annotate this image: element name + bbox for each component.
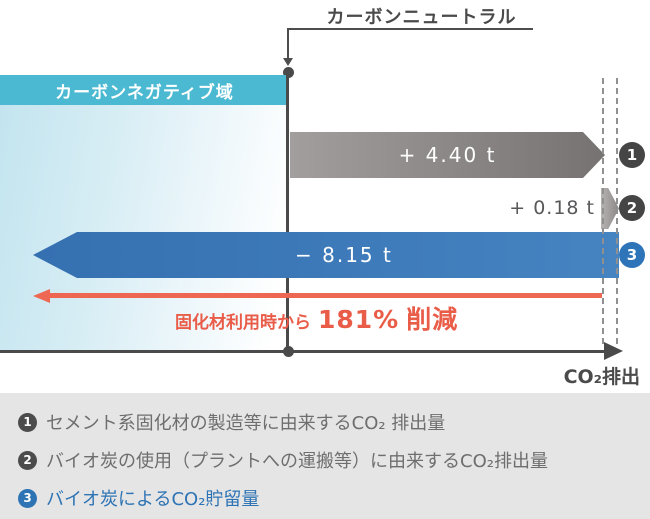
bar-cement-emission-value: + 4.40 t [398, 143, 497, 167]
bar-cement-emission: + 4.40 t [290, 132, 605, 178]
legend-badge-1: 1 [18, 412, 37, 432]
dashed-guide-line-2 [616, 78, 618, 344]
bar-biochar-use-value: + 0.18 t [509, 197, 595, 219]
carbon-negative-header: カーボンネガティブ域 [0, 75, 289, 105]
carbon-negative-label: カーボンネガティブ域 [55, 82, 234, 103]
legend-text-2: バイオ炭の使用（プラントへの運搬等）に由来するCO₂排出量 [46, 451, 548, 472]
carbon-neutral-axis-line [286, 72, 289, 352]
bar-biochar-sequestration: − 8.15 t [33, 232, 619, 278]
x-axis-line [0, 350, 608, 353]
reduction-note: 固化材利用時から 181% 削減 [175, 300, 458, 336]
neutral-line-bottom-dot [283, 346, 294, 357]
bar-biochar-sequestration-value: − 8.15 t [295, 243, 393, 267]
legend-item-3: 3 バイオ炭によるCO₂貯留量 [18, 479, 650, 517]
title-bracket-drop [287, 28, 289, 59]
title-bracket-arrowhead-icon [283, 58, 293, 66]
legend-badge-3: 3 [18, 488, 37, 508]
x-axis-label: CO₂排出 [563, 366, 640, 388]
carbon-negative-region [0, 75, 289, 352]
legend-text-1: セメント系固化材の製造等に由来するCO₂ 排出量 [46, 413, 446, 434]
dashed-guide-line-1 [602, 78, 604, 344]
badge-3: 3 [619, 242, 645, 268]
legend-text-3: バイオ炭によるCO₂貯留量 [46, 489, 260, 510]
reduction-note-prefix: 固化材利用時から [175, 313, 311, 333]
reduction-note-value: 181% [318, 305, 400, 334]
carbon-neutral-title: カーボンニュートラル [326, 7, 517, 28]
legend-item-2: 2 バイオ炭の使用（プラントへの運搬等）に由来するCO₂排出量 [18, 441, 650, 479]
legend: 1 セメント系固化材の製造等に由来するCO₂ 排出量 2 バイオ炭の使用（プラン… [0, 393, 650, 519]
reduction-arrowhead-icon [33, 289, 50, 303]
legend-item-1: 1 セメント系固化材の製造等に由来するCO₂ 排出量 [18, 403, 650, 441]
title-bracket-line [288, 28, 533, 30]
reduction-arrow-shaft [45, 293, 602, 298]
badge-2: 2 [619, 195, 645, 221]
reduction-note-suffix: 削減 [406, 305, 459, 334]
x-axis-arrowhead-icon [604, 342, 623, 360]
legend-badge-2: 2 [18, 450, 37, 470]
reduction-arrow [33, 289, 602, 303]
badge-1: 1 [619, 142, 645, 168]
